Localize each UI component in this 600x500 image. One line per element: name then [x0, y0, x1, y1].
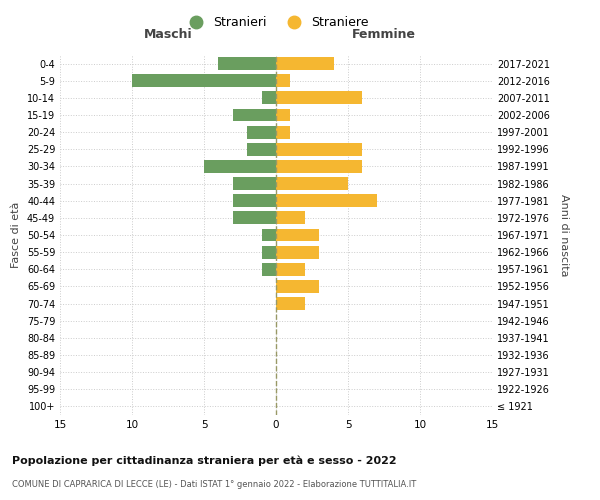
Bar: [276, 57, 334, 70]
Bar: [276, 92, 362, 104]
Bar: [218, 57, 276, 70]
Bar: [276, 74, 290, 87]
Bar: [262, 263, 276, 276]
Text: Maschi: Maschi: [143, 28, 193, 42]
Bar: [276, 108, 290, 122]
Bar: [247, 143, 276, 156]
Bar: [204, 160, 276, 173]
Bar: [276, 177, 348, 190]
Bar: [247, 126, 276, 138]
Bar: [262, 92, 276, 104]
Bar: [276, 212, 305, 224]
Bar: [276, 194, 377, 207]
Bar: [276, 280, 319, 293]
Bar: [276, 126, 290, 138]
Text: COMUNE DI CAPRARICA DI LECCE (LE) - Dati ISTAT 1° gennaio 2022 - Elaborazione TU: COMUNE DI CAPRARICA DI LECCE (LE) - Dati…: [12, 480, 416, 489]
Text: Femmine: Femmine: [352, 28, 416, 42]
Text: Popolazione per cittadinanza straniera per età e sesso - 2022: Popolazione per cittadinanza straniera p…: [12, 455, 397, 466]
Bar: [132, 74, 276, 87]
Bar: [233, 108, 276, 122]
Bar: [233, 177, 276, 190]
Legend: Stranieri, Straniere: Stranieri, Straniere: [178, 11, 374, 34]
Bar: [276, 297, 305, 310]
Bar: [262, 246, 276, 258]
Bar: [233, 194, 276, 207]
Bar: [276, 228, 319, 241]
Bar: [276, 263, 305, 276]
Bar: [262, 228, 276, 241]
Y-axis label: Anni di nascita: Anni di nascita: [559, 194, 569, 276]
Bar: [276, 246, 319, 258]
Bar: [276, 160, 362, 173]
Bar: [276, 143, 362, 156]
Y-axis label: Fasce di età: Fasce di età: [11, 202, 21, 268]
Bar: [233, 212, 276, 224]
